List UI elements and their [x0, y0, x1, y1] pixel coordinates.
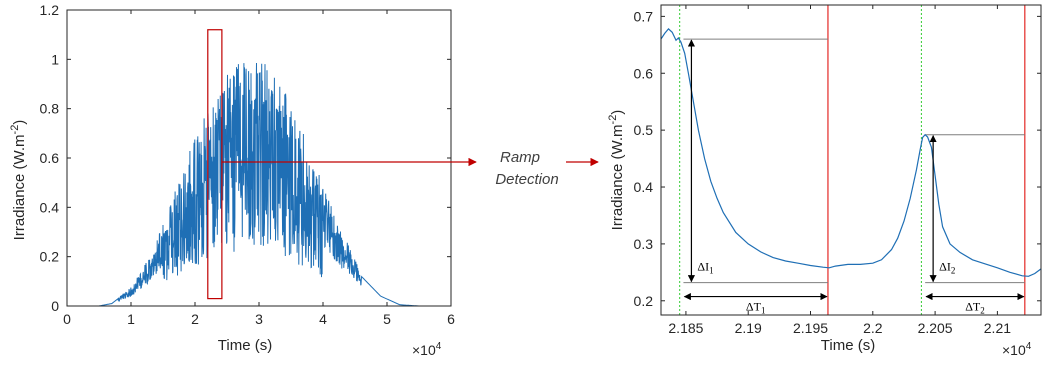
left-x-tick-label: 6 [447, 311, 455, 327]
left-highlight-box [207, 29, 223, 300]
left-x-exponent: ×104 [412, 341, 442, 358]
left-x-tick-label: 4 [319, 311, 327, 327]
right-x-tick-label: 2.185 [668, 320, 703, 336]
left-y-tick-label: 0.4 [40, 199, 60, 215]
left-y-axis-label: Irradiance (W.m-2) [9, 120, 28, 241]
left-y-tick-label: 0.6 [40, 150, 60, 166]
left-x-tick-label: 0 [63, 311, 71, 327]
right-ramp-annotations: ΔI1 ΔT1 ΔI2 ΔT2 [683, 39, 1025, 316]
right-y-tick-label: 0.2 [634, 293, 654, 309]
right-y-tick-labels: 0.2 0.3 0.4 0.5 0.6 0.7 [634, 8, 654, 308]
left-x-tick-label: 2 [191, 311, 199, 327]
ramp-label-line2: Detection [495, 171, 558, 188]
right-x-tick-label: 2.205 [918, 320, 953, 336]
ramp-label-line1: Ramp [500, 149, 540, 166]
right-y-tick-label: 0.3 [634, 236, 654, 252]
right-x-tick-label: 2.19 [735, 320, 762, 336]
left-x-tick-labels: 0 1 2 3 4 5 6 [63, 311, 455, 327]
right-x-tick-label: 2.2 [863, 320, 883, 336]
delta-i-label: ΔI1 [697, 260, 713, 276]
left-x-tick-label: 1 [127, 311, 135, 327]
left-y-tick-label: 1.2 [40, 2, 60, 18]
right-y-tick-label: 0.7 [634, 8, 654, 24]
left-x-tick-label: 3 [255, 311, 263, 327]
right-axis-ticks [661, 5, 1041, 315]
left-x-tick-label: 5 [383, 311, 391, 327]
left-chart: 0 1 2 3 4 5 6 0 0.2 0.4 0.6 0.8 1 1.2 Time (s) Irrad… [9, 2, 455, 358]
right-irradiance-series [660, 28, 1042, 277]
left-y-tick-label: 0 [51, 298, 59, 314]
right-y-tick-label: 0.6 [634, 65, 654, 81]
left-y-tick-label: 0.8 [40, 101, 60, 117]
right-y-tick-label: 0.4 [634, 179, 654, 195]
left-y-tick-label: 0.2 [40, 249, 60, 265]
right-x-tick-label: 2.195 [793, 320, 828, 336]
left-irradiance-series [67, 62, 451, 307]
right-x-tick-label: 2.21 [984, 320, 1011, 336]
right-y-axis-label: Irradiance (W.m-2) [607, 110, 626, 231]
left-x-axis-label: Time (s) [218, 337, 272, 354]
right-ramp-guides [679, 5, 1026, 315]
ramp-detection-connector: Ramp Detection [221, 149, 599, 188]
delta-t-label: ΔT2 [965, 300, 985, 316]
delta-i-label: ΔI2 [939, 260, 955, 276]
left-axes-frame [66, 9, 452, 307]
left-y-tick-label: 1 [51, 51, 59, 67]
delta-t-label: ΔT1 [746, 300, 766, 316]
right-x-tick-labels: 2.185 2.19 2.195 2.2 2.205 2.21 [668, 320, 1011, 336]
right-x-exponent: ×104 [1002, 341, 1032, 358]
right-x-axis-label: Time (s) [821, 337, 875, 354]
right-y-tick-label: 0.5 [634, 122, 654, 138]
left-y-tick-labels: 0 0.2 0.4 0.6 0.8 1 1.2 [40, 2, 60, 314]
right-axes-frame [660, 4, 1042, 316]
